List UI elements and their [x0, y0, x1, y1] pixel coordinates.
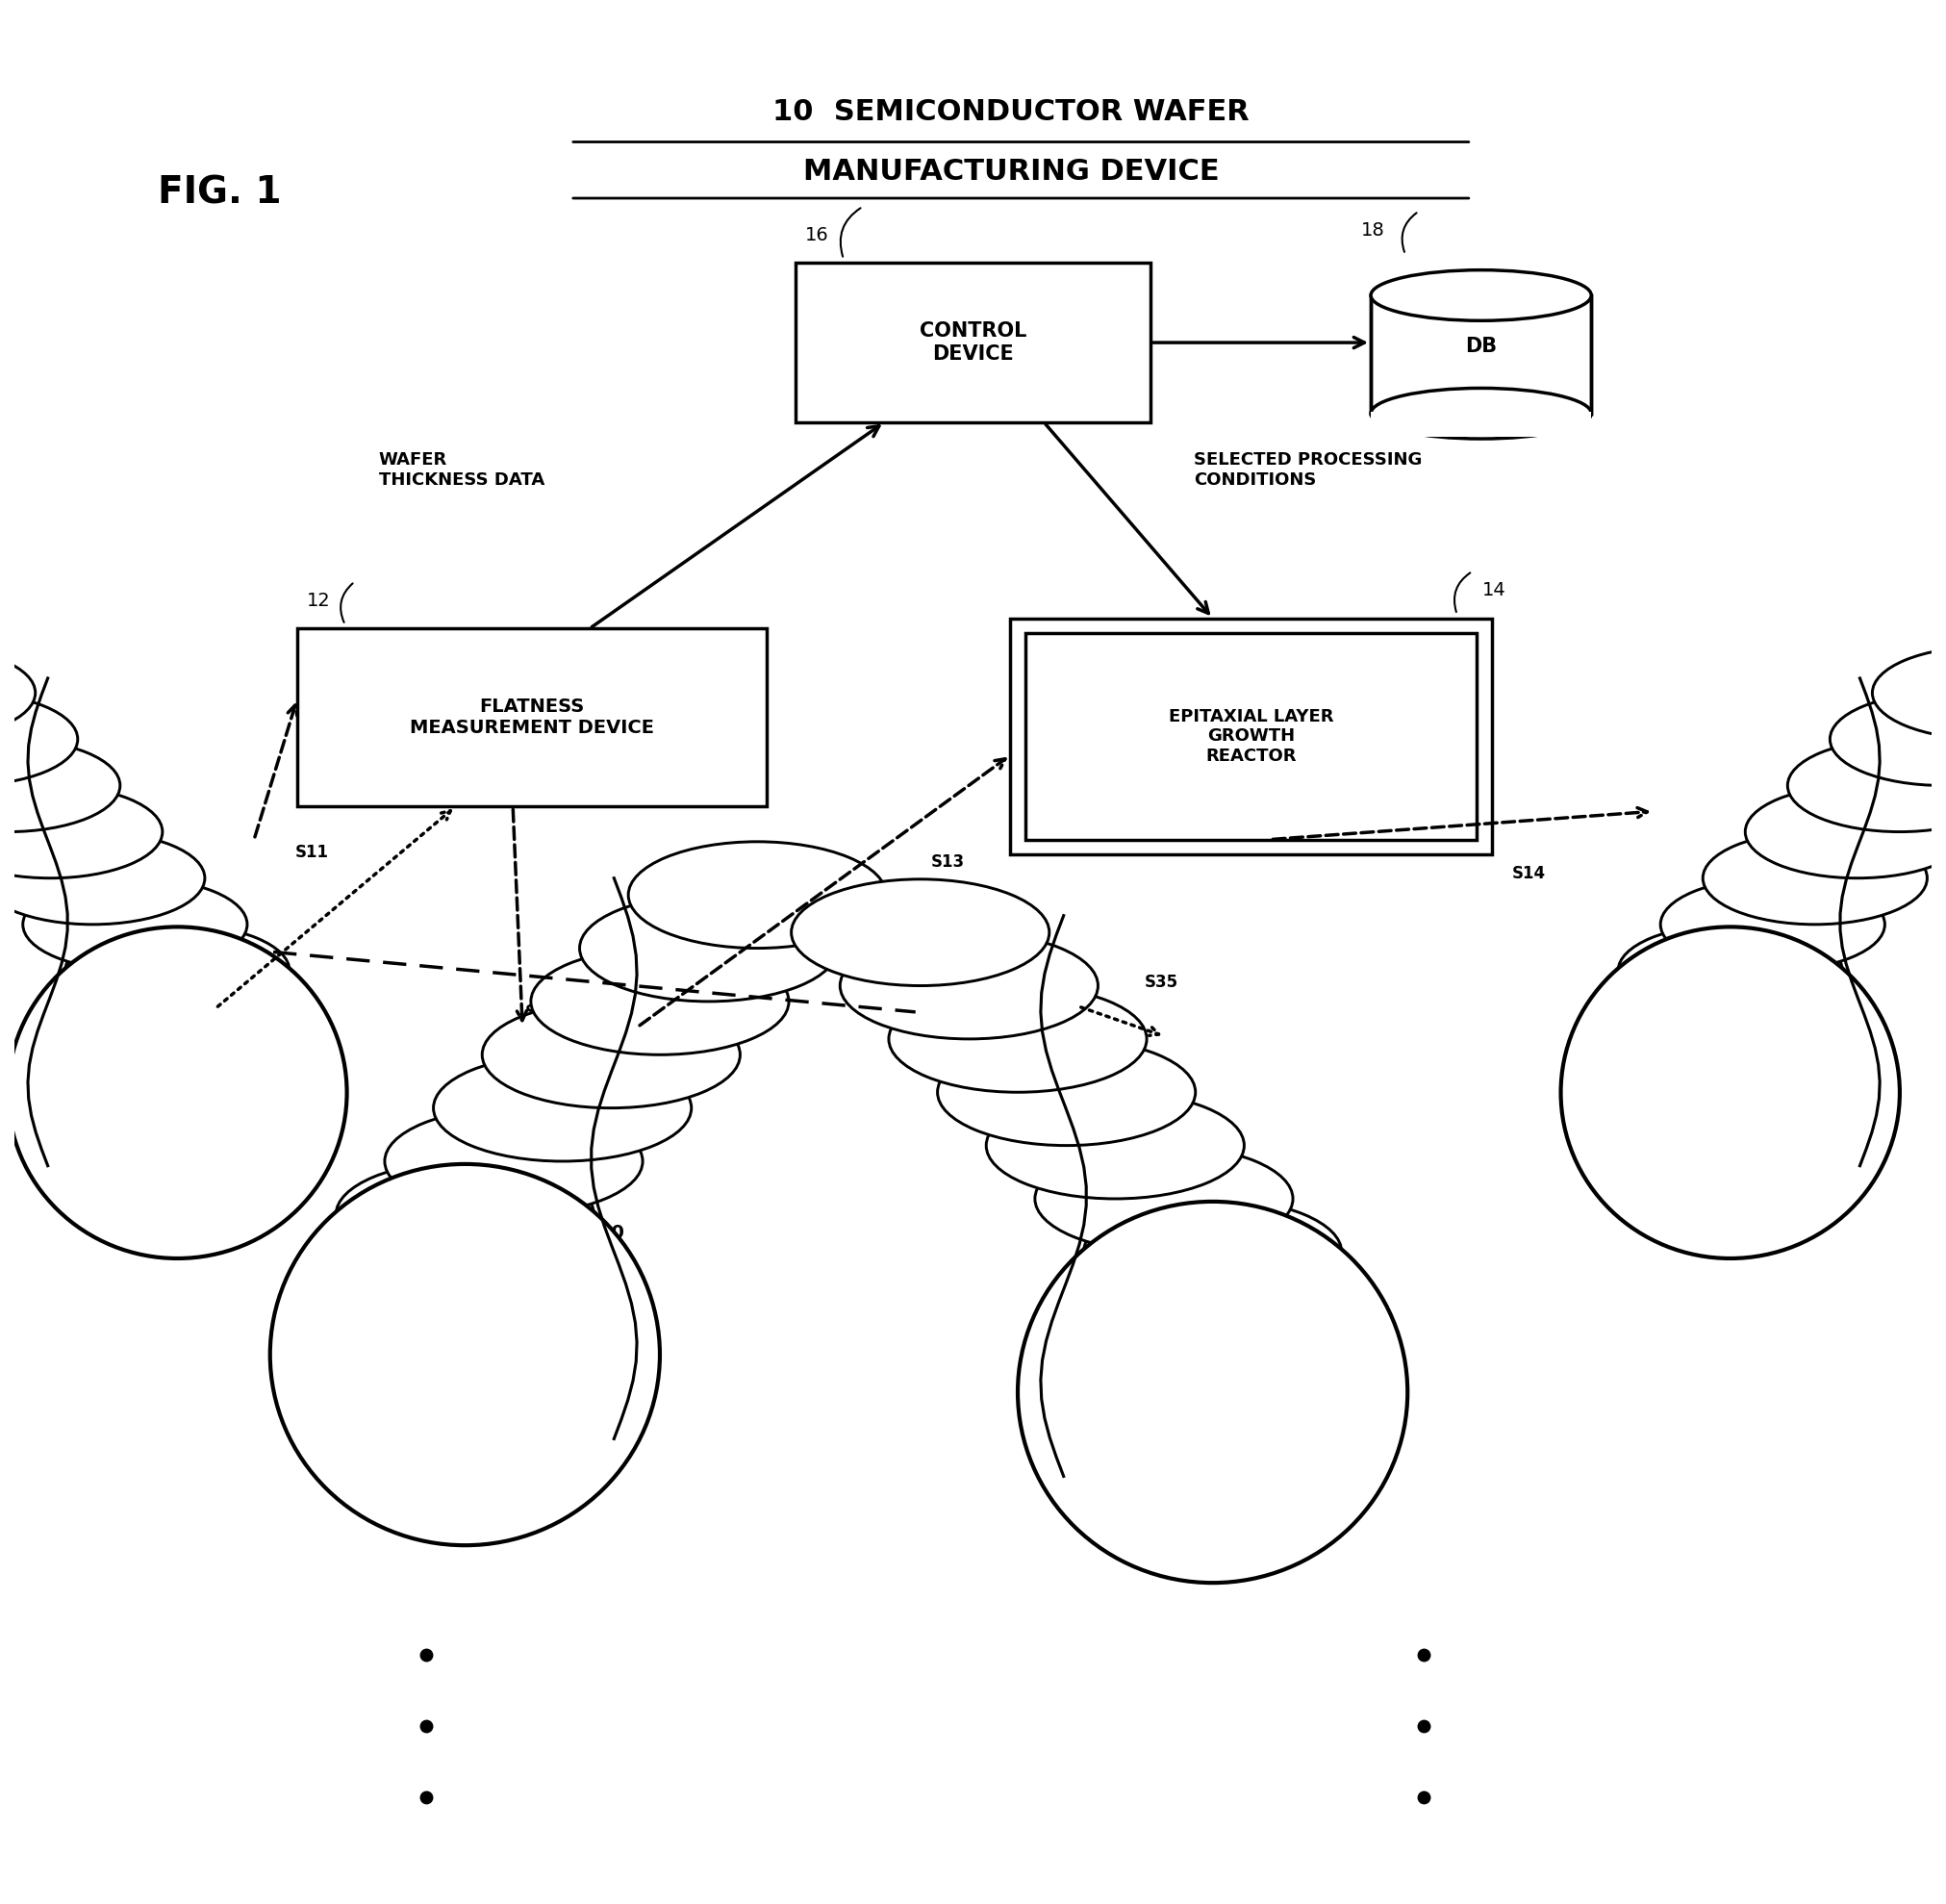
Text: MANUFACTURING DEVICE: MANUFACTURING DEVICE	[804, 158, 1220, 187]
Text: 22: 22	[1825, 792, 1853, 811]
Ellipse shape	[0, 647, 35, 739]
Text: S14: S14	[1512, 864, 1545, 882]
Text: CONTROL
DEVICE: CONTROL DEVICE	[919, 322, 1027, 364]
Circle shape	[1561, 927, 1899, 1259]
Text: DB: DB	[1465, 337, 1496, 356]
Ellipse shape	[23, 878, 247, 971]
Ellipse shape	[0, 693, 78, 786]
Text: S13: S13	[932, 853, 965, 870]
Circle shape	[8, 927, 346, 1259]
Ellipse shape	[385, 1108, 642, 1215]
Ellipse shape	[66, 925, 290, 1017]
Text: S35: S35	[1144, 973, 1177, 990]
Ellipse shape	[1619, 925, 1843, 1017]
Text: SELECTED PROCESSING
CONDITIONS: SELECTED PROCESSING CONDITIONS	[1193, 451, 1423, 489]
Circle shape	[1018, 1201, 1407, 1582]
Ellipse shape	[483, 1002, 739, 1108]
Text: S35: S35	[736, 962, 769, 979]
Ellipse shape	[1035, 1146, 1292, 1253]
Ellipse shape	[0, 786, 162, 878]
Ellipse shape	[889, 986, 1146, 1093]
Ellipse shape	[1872, 647, 1946, 739]
FancyBboxPatch shape	[1010, 619, 1491, 855]
FancyBboxPatch shape	[1026, 634, 1477, 840]
Ellipse shape	[1084, 1200, 1341, 1306]
Ellipse shape	[531, 948, 788, 1055]
Text: WAFER
THICKNESS DATA: WAFER THICKNESS DATA	[379, 451, 545, 489]
Text: S21: S21	[525, 1003, 559, 1021]
FancyBboxPatch shape	[796, 263, 1150, 423]
Ellipse shape	[938, 1040, 1195, 1146]
Text: 20: 20	[53, 792, 78, 811]
Ellipse shape	[1660, 878, 1886, 971]
Ellipse shape	[337, 1161, 594, 1268]
Ellipse shape	[1746, 786, 1946, 878]
Text: FLATNESS
MEASUREMENT DEVICE: FLATNESS MEASUREMENT DEVICE	[411, 699, 654, 737]
Text: 30: 30	[599, 1224, 625, 1243]
Text: FIG. 1: FIG. 1	[158, 175, 282, 211]
Bar	[1370, 411, 1592, 436]
Text: 14: 14	[1483, 581, 1506, 600]
Ellipse shape	[629, 842, 885, 948]
Text: 10  SEMICONDUCTOR WAFER: 10 SEMICONDUCTOR WAFER	[773, 97, 1249, 126]
Ellipse shape	[434, 1055, 691, 1161]
Text: 16: 16	[806, 227, 829, 244]
Ellipse shape	[580, 895, 837, 1002]
Ellipse shape	[1788, 739, 1946, 832]
Ellipse shape	[1829, 693, 1946, 786]
Text: S11: S11	[294, 843, 329, 861]
Ellipse shape	[1370, 270, 1592, 320]
Circle shape	[270, 1163, 660, 1546]
Ellipse shape	[841, 933, 1098, 1040]
Text: EPITAXIAL LAYER
GROWTH
REACTOR: EPITAXIAL LAYER GROWTH REACTOR	[1168, 708, 1333, 765]
Text: 12: 12	[307, 592, 331, 609]
Ellipse shape	[1370, 388, 1592, 438]
Ellipse shape	[0, 739, 121, 832]
Bar	[1370, 295, 1592, 413]
Ellipse shape	[792, 880, 1049, 986]
Text: 32: 32	[1193, 1262, 1220, 1279]
Ellipse shape	[0, 832, 204, 925]
Ellipse shape	[1703, 832, 1927, 925]
Ellipse shape	[987, 1093, 1243, 1200]
Text: 18: 18	[1360, 221, 1386, 240]
Text: S14: S14	[687, 853, 722, 870]
FancyBboxPatch shape	[298, 628, 767, 807]
